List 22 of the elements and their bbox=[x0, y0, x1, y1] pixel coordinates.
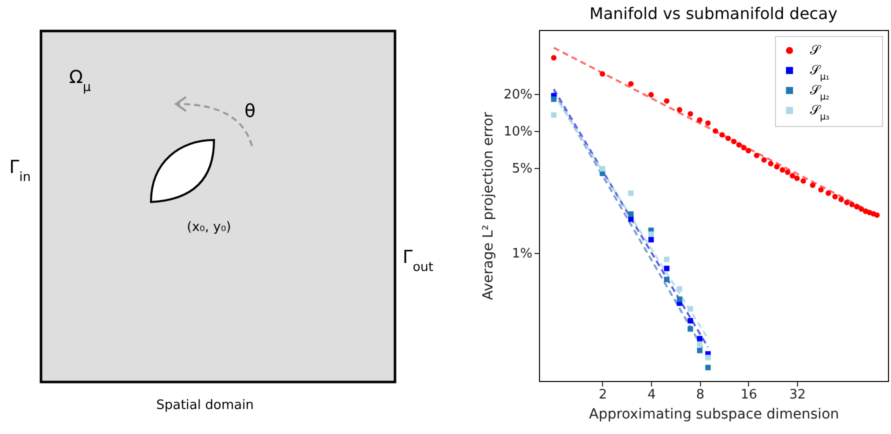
text: Ω$_{μ}$ bbox=[69, 67, 91, 94]
text: (x₀, y₀) bbox=[186, 220, 232, 235]
legend-label: 𝒮$_{μ₁}$ bbox=[810, 64, 830, 82]
text: Γ$_{in}$ bbox=[9, 157, 31, 184]
y-tick-label: 1% bbox=[512, 246, 532, 262]
legend-label: 𝒮 bbox=[810, 44, 822, 58]
text: Γ$_{out}$ bbox=[402, 247, 434, 274]
legend-label: 𝒮$_{μ₂}$ bbox=[810, 84, 830, 102]
legend-label: 𝒮$_{μ₃}$ bbox=[810, 104, 830, 122]
y-tick-label: 20% bbox=[504, 88, 532, 103]
x-tick-label: 16 bbox=[740, 388, 758, 402]
y-axis-title: Average L² projection error bbox=[480, 112, 497, 300]
text: θ bbox=[244, 101, 256, 122]
x-tick-label: 32 bbox=[789, 388, 806, 402]
y-tick-label: 10% bbox=[504, 124, 532, 140]
chart-title: Manifold vs submanifold decay bbox=[590, 4, 838, 23]
x-tick-label: 8 bbox=[696, 388, 704, 402]
x-tick-label: 2 bbox=[598, 388, 608, 402]
x-tick-label: 4 bbox=[647, 388, 656, 402]
text: Spatial domain bbox=[156, 398, 254, 413]
y-tick-label: 5% bbox=[512, 161, 532, 176]
x-axis-title: Approximating subspace dimension bbox=[588, 406, 840, 422]
